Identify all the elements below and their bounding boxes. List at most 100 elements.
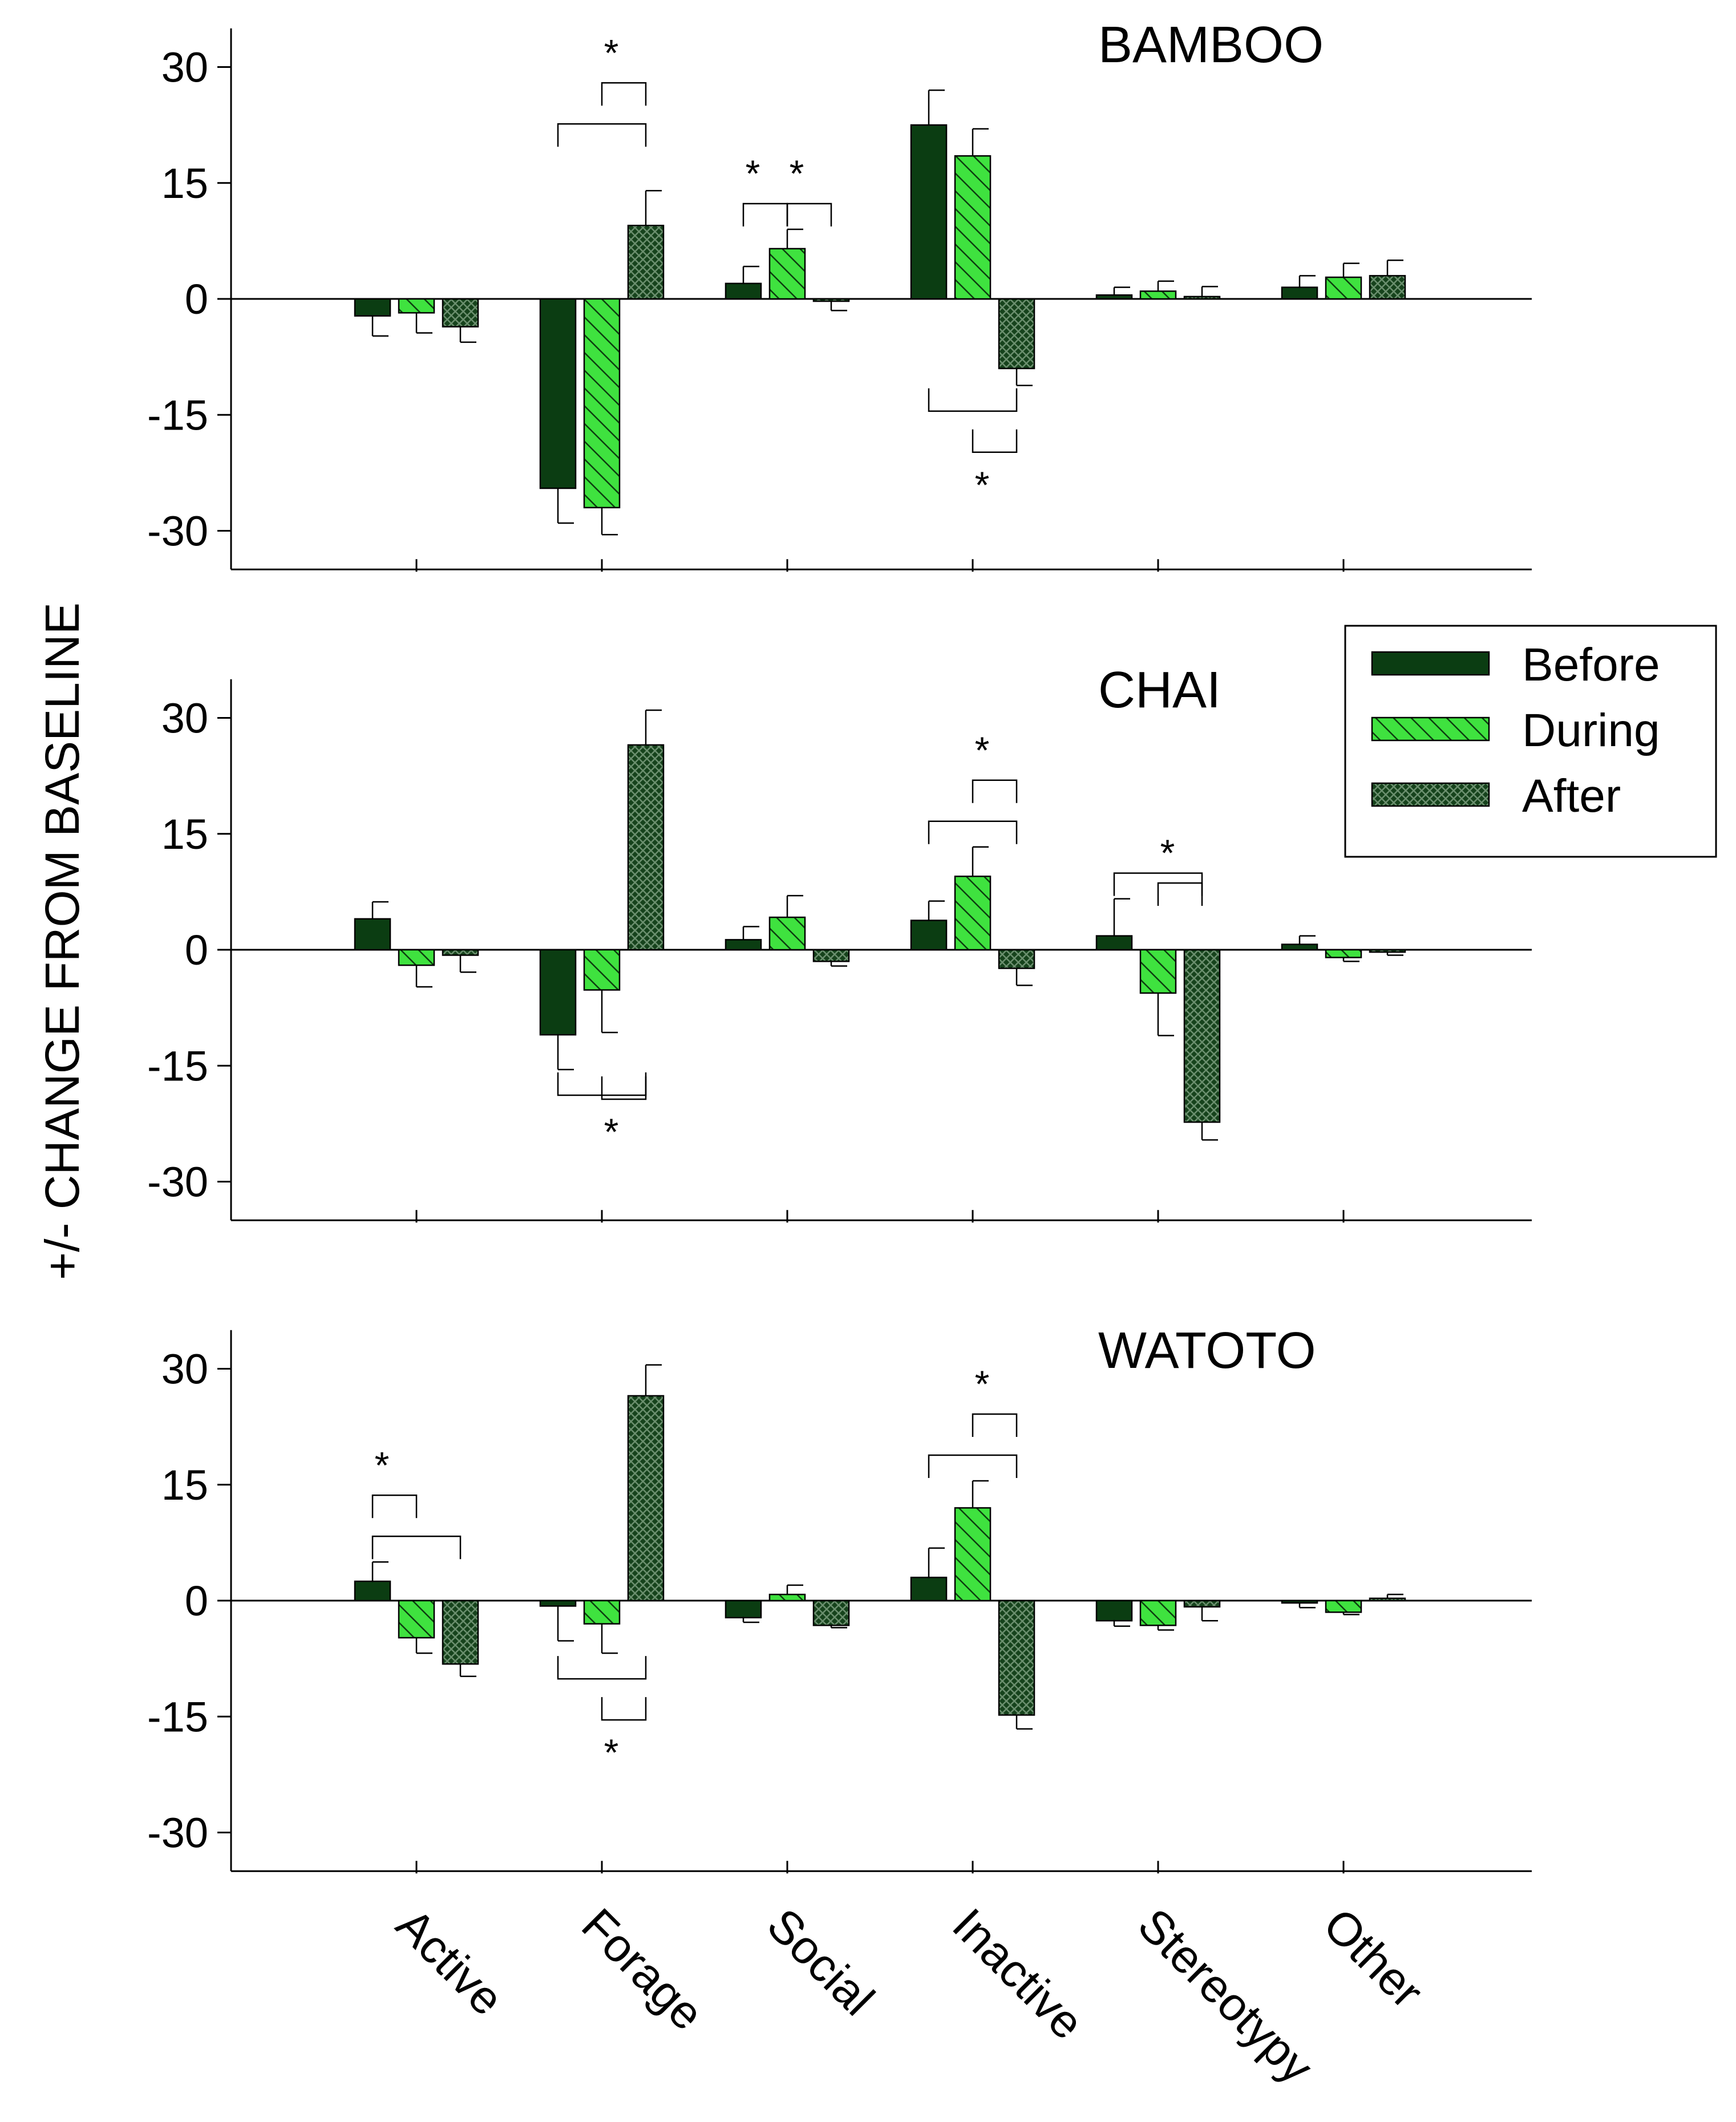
legend-swatch-before <box>1371 651 1490 676</box>
bar-watoto-other-before <box>1281 1599 1318 1604</box>
bar-watoto-inactive-before <box>910 1577 948 1602</box>
bar-watoto-social-after <box>812 1599 850 1626</box>
significance-bracket <box>972 779 1018 803</box>
significance-star: * <box>604 1111 619 1153</box>
legend-swatch-during <box>1371 716 1490 742</box>
bar-watoto-other-after <box>1369 1597 1406 1602</box>
y-tick-label: 30 <box>161 44 208 91</box>
bar-bamboo-active-after <box>442 298 479 328</box>
significance-star: * <box>975 1363 990 1405</box>
significance-star: * <box>375 1444 390 1486</box>
bar-chai-inactive-after <box>998 949 1035 969</box>
category-label-social: Social <box>757 1899 884 2026</box>
legend: Before During After <box>1344 625 1717 858</box>
bar-watoto-active-after <box>442 1599 479 1665</box>
bar-bamboo-social-after <box>812 298 850 302</box>
bar-bamboo-stereotypy-during <box>1139 290 1177 300</box>
significance-star: * <box>604 31 619 74</box>
y-tick-label: -15 <box>147 391 208 439</box>
significance-bracket <box>972 1413 1018 1437</box>
y-tick-label: 0 <box>185 926 208 974</box>
legend-label-during: During <box>1522 704 1660 756</box>
bar-bamboo-other-during <box>1325 276 1362 300</box>
bar-chai-forage-after <box>627 744 665 951</box>
bar-chai-inactive-before <box>910 920 948 951</box>
bar-chai-other-during <box>1325 949 1362 958</box>
panel-title-bamboo: BAMBOO <box>1098 17 1324 74</box>
bar-chai-social-after <box>812 949 850 962</box>
y-tick-label: 15 <box>161 160 208 207</box>
bar-watoto-social-before <box>725 1599 762 1619</box>
significance-star: * <box>604 1731 619 1773</box>
bar-watoto-active-during <box>398 1599 435 1639</box>
y-tick-label: -30 <box>147 1809 208 1857</box>
bar-watoto-active-before <box>354 1580 391 1602</box>
bar-bamboo-social-before <box>725 282 762 300</box>
y-tick-label: -15 <box>147 1042 208 1090</box>
bar-bamboo-forage-during <box>583 298 621 509</box>
y-tick-label: 0 <box>185 276 208 323</box>
bar-chai-active-during <box>398 949 435 966</box>
bar-watoto-stereotypy-before <box>1095 1599 1133 1622</box>
bar-chai-forage-before <box>539 949 577 1036</box>
bar-bamboo-active-during <box>398 298 435 314</box>
bar-bamboo-active-before <box>354 298 391 317</box>
bar-watoto-inactive-after <box>998 1599 1035 1716</box>
significance-bracket <box>557 1656 647 1680</box>
bar-watoto-other-during <box>1325 1599 1362 1613</box>
y-tick-label: 15 <box>161 811 208 858</box>
panel-watoto: WATOTO 30 15 0 -15 -30 * * * <box>147 1322 1532 1874</box>
y-tick-label: 15 <box>161 1461 208 1509</box>
category-label-active: Active <box>386 1899 513 2026</box>
category-label-stereotypy: Stereotypy <box>1128 1899 1323 2094</box>
significance-bracket <box>928 1454 1018 1478</box>
panel-title-chai: CHAI <box>1098 662 1221 719</box>
category-label-forage: Forage <box>572 1899 713 2040</box>
bar-chai-forage-during <box>583 949 621 991</box>
category-label-inactive: Inactive <box>942 1899 1093 2050</box>
panel-chai: CHAI 30 15 0 -15 -30 * * * <box>147 662 1532 1223</box>
legend-swatch-after <box>1371 782 1490 807</box>
bar-watoto-forage-during <box>583 1599 621 1625</box>
y-tick-label: -15 <box>147 1693 208 1740</box>
panel-title-watoto: WATOTO <box>1098 1322 1316 1379</box>
y-tick-label: -30 <box>147 508 208 555</box>
significance-bracket <box>1157 882 1203 906</box>
y-axis-label: +/- CHANGE FROM BASELINE <box>35 602 89 1280</box>
significance-star: * <box>790 152 804 195</box>
bar-bamboo-forage-before <box>539 298 577 489</box>
bar-bamboo-inactive-before <box>910 124 948 300</box>
significance-bracket <box>928 820 1018 844</box>
significance-bracket <box>928 388 1018 412</box>
significance-bracket <box>972 429 1018 453</box>
bar-chai-active-before <box>354 918 391 951</box>
bar-chai-stereotypy-before <box>1095 935 1133 951</box>
bar-chai-other-before <box>1281 943 1318 951</box>
significance-bracket <box>601 82 647 106</box>
legend-label-after: After <box>1522 770 1621 822</box>
bar-chai-stereotypy-during <box>1139 949 1177 994</box>
bar-bamboo-stereotypy-before <box>1095 294 1133 300</box>
bar-bamboo-stereotypy-after <box>1183 295 1221 300</box>
category-label-other: Other <box>1313 1899 1432 2018</box>
significance-bracket <box>371 1536 462 1560</box>
bar-watoto-forage-before <box>539 1599 577 1607</box>
legend-label-before: Before <box>1522 639 1660 691</box>
bar-chai-active-after <box>442 949 479 956</box>
bar-chai-inactive-during <box>954 876 992 951</box>
significance-bracket <box>371 1495 418 1518</box>
y-tick-label: 30 <box>161 1346 208 1393</box>
bar-bamboo-social-during <box>768 248 806 300</box>
bar-chai-social-before <box>725 939 762 951</box>
bar-bamboo-other-after <box>1369 275 1406 300</box>
bar-bamboo-other-before <box>1281 286 1318 300</box>
bar-bamboo-inactive-during <box>954 155 992 300</box>
bar-chai-other-after <box>1369 949 1406 953</box>
significance-bracket <box>742 203 788 227</box>
bar-chai-social-during <box>768 916 806 951</box>
significance-star: * <box>975 729 990 771</box>
significance-star: * <box>975 464 990 506</box>
bar-watoto-forage-after <box>627 1395 665 1602</box>
significance-star: * <box>746 152 760 195</box>
